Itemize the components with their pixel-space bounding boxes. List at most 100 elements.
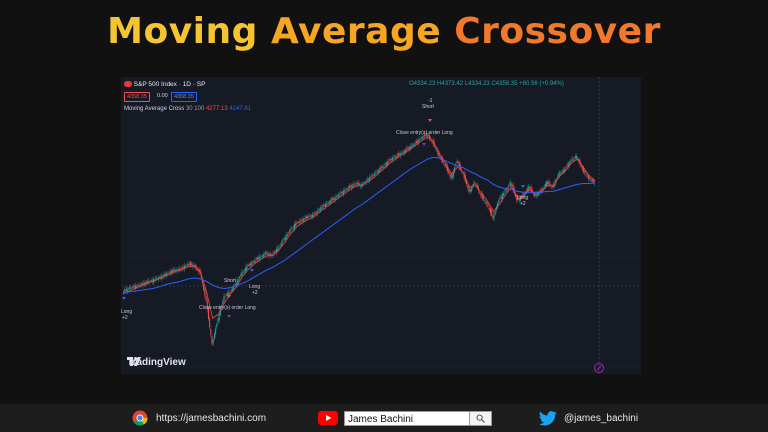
indicator-legend[interactable]: Moving Average Cross 30 100 4277.13 4247… <box>124 106 251 112</box>
candle-down <box>480 193 482 196</box>
candle-up <box>537 192 539 196</box>
candle-down <box>415 140 417 144</box>
candle-up <box>286 234 288 236</box>
candle-down <box>270 253 272 256</box>
replay-icon[interactable] <box>594 363 604 373</box>
candle-up <box>436 150 438 151</box>
candle-up <box>374 173 376 176</box>
candle-down <box>145 281 147 283</box>
candle-up <box>524 192 526 195</box>
candle-down <box>384 164 386 165</box>
candle-down <box>353 183 355 185</box>
candle-down <box>168 272 170 274</box>
footer-website[interactable]: https://jamesbachini.com <box>132 404 266 432</box>
footer-twitter[interactable]: @james_bachini <box>539 404 638 432</box>
candle-up <box>472 186 474 188</box>
candle-up <box>505 189 507 192</box>
candle-down <box>206 300 208 310</box>
youtube-search-button[interactable] <box>470 410 492 426</box>
candle-up <box>325 203 327 207</box>
candle-down <box>556 176 558 178</box>
candle-down <box>124 289 126 292</box>
candle-up <box>149 281 151 282</box>
short-signal-marker-low <box>227 295 231 298</box>
buy-price-badge[interactable]: 4358.35 <box>171 92 197 102</box>
candle-up <box>470 187 472 192</box>
candle-up <box>243 270 245 271</box>
candle-down <box>381 167 383 168</box>
candle-up <box>319 208 321 210</box>
candle-up <box>253 261 255 263</box>
candle-up <box>376 171 378 173</box>
candle-up <box>139 284 141 287</box>
candle-down <box>201 280 203 284</box>
candle-up <box>403 150 405 154</box>
candle-up <box>568 161 570 166</box>
candle-down <box>414 143 416 144</box>
candle-up <box>290 229 292 232</box>
candle-down <box>313 215 315 216</box>
candle-down <box>549 184 551 186</box>
candle-up <box>500 196 502 199</box>
candle-up <box>170 270 172 274</box>
candle-down <box>592 179 594 183</box>
candle-up <box>167 273 169 275</box>
candle-up <box>377 169 379 174</box>
tradingview-logo-icon <box>127 357 141 366</box>
candle-down <box>529 187 531 189</box>
candle-down <box>274 250 276 252</box>
candle-down <box>256 257 258 260</box>
candle-up <box>417 140 419 143</box>
candle-up <box>347 187 349 190</box>
website-link[interactable]: https://jamesbachini.com <box>156 412 267 424</box>
symbol-name[interactable]: S&P 500 Index · 1D · SP <box>133 81 206 88</box>
candle-down <box>439 157 441 158</box>
candle-up <box>412 144 414 147</box>
candle-down <box>129 287 131 289</box>
sell-price-badge[interactable]: 4358.35 <box>124 92 150 102</box>
candle-up <box>509 184 511 186</box>
candle-down <box>203 283 205 290</box>
candle-up <box>396 155 398 157</box>
fast-ma-line <box>122 136 596 320</box>
candle-down <box>164 274 166 276</box>
candle-up <box>237 278 239 282</box>
candle-up <box>535 195 537 196</box>
candle-up <box>235 283 237 286</box>
price-chart[interactable]: -1 Short Close entry(s) order Long Short… <box>121 77 641 374</box>
annotation-long-left-qty: +2 <box>122 315 128 321</box>
candle-down <box>209 318 211 327</box>
chart-panel[interactable]: -1 Short Close entry(s) order Long Short… <box>121 77 641 374</box>
candle-down <box>266 252 268 255</box>
candle-down <box>481 193 483 199</box>
candle-up <box>224 295 226 297</box>
youtube-search-input[interactable]: James Bachini <box>344 410 470 426</box>
candle-up <box>510 181 512 187</box>
candle-down <box>468 187 470 192</box>
candle-down <box>283 239 285 241</box>
candle-down <box>173 269 175 272</box>
annotation-short-low: Short <box>224 278 237 284</box>
candle-up <box>339 194 341 195</box>
candle-down <box>586 175 588 177</box>
candle-up <box>278 246 280 248</box>
candle-up <box>260 256 262 257</box>
candle-down <box>172 270 174 272</box>
candle-up <box>335 196 337 198</box>
footer-bar: https://jamesbachini.com James Bachini @… <box>0 404 768 432</box>
candle-down <box>515 193 517 197</box>
candle-up <box>321 206 323 209</box>
candle-up <box>293 224 295 229</box>
candle-up <box>184 265 186 270</box>
ohlc-change: +80.56 (+0.94%) <box>519 81 564 87</box>
twitter-handle[interactable]: @james_bachini <box>564 412 639 424</box>
candle-up <box>317 210 319 211</box>
candle-up <box>528 186 530 192</box>
candle-down <box>486 202 488 205</box>
candle-down <box>566 166 568 167</box>
candle-up <box>227 293 229 296</box>
candle-down <box>380 167 382 170</box>
candle-down <box>323 205 325 206</box>
candle-down <box>522 194 524 197</box>
candle-down <box>445 165 447 168</box>
